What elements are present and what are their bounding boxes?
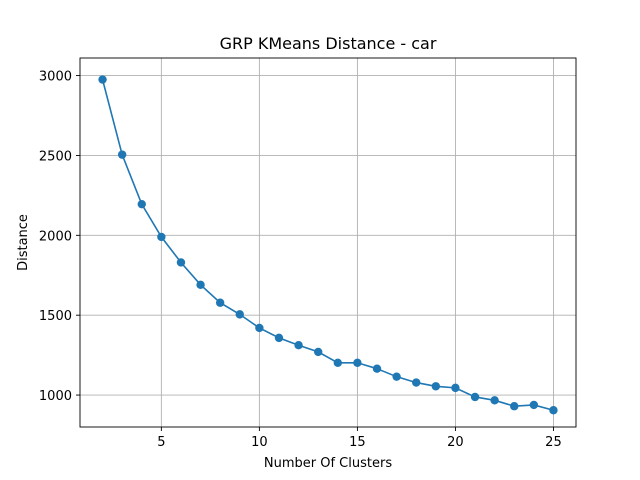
- data-point: [294, 341, 303, 350]
- y-tick-label: 3000: [39, 70, 72, 85]
- data-point: [157, 232, 166, 242]
- chart-title: GRP KMeans Distance - car: [220, 34, 437, 53]
- ticks: 5 10 15 20 25 1000 1500 2000 2500 3000: [39, 70, 562, 450]
- series: [98, 75, 558, 415]
- data-point: [470, 392, 480, 402]
- data-point: [98, 75, 107, 84]
- data-point: [392, 372, 401, 381]
- data-point: [510, 402, 519, 411]
- y-tick-label: 1500: [39, 309, 72, 324]
- x-tick-label: 15: [349, 435, 366, 450]
- y-tick-label: 2500: [39, 149, 72, 164]
- data-point: [176, 258, 186, 267]
- data-point: [372, 364, 382, 373]
- data-point: [117, 150, 127, 159]
- x-tick-label: 5: [157, 435, 165, 450]
- data-point: [313, 347, 323, 357]
- data-point: [353, 358, 362, 367]
- x-tick-label: 25: [545, 435, 562, 450]
- y-tick-label: 2000: [39, 229, 72, 244]
- data-point: [215, 298, 225, 307]
- y-axis-label: Distance: [16, 214, 31, 271]
- data-point: [235, 310, 244, 319]
- data-point: [274, 333, 284, 343]
- data-point: [451, 383, 460, 393]
- x-tick-label: 10: [251, 435, 268, 450]
- x-axis-label: Number Of Clusters: [264, 456, 392, 471]
- data-point: [137, 199, 146, 209]
- y-tick-label: 1000: [39, 389, 72, 404]
- data-point: [431, 382, 441, 391]
- data-point: [333, 358, 343, 367]
- x-tick-label: 20: [447, 435, 464, 450]
- plot-frame: [79, 57, 577, 428]
- data-point: [529, 400, 539, 410]
- data-point: [412, 378, 421, 387]
- data-point: [196, 280, 205, 290]
- data-point: [490, 396, 499, 405]
- data-point: [549, 406, 558, 415]
- data-point: [255, 323, 264, 333]
